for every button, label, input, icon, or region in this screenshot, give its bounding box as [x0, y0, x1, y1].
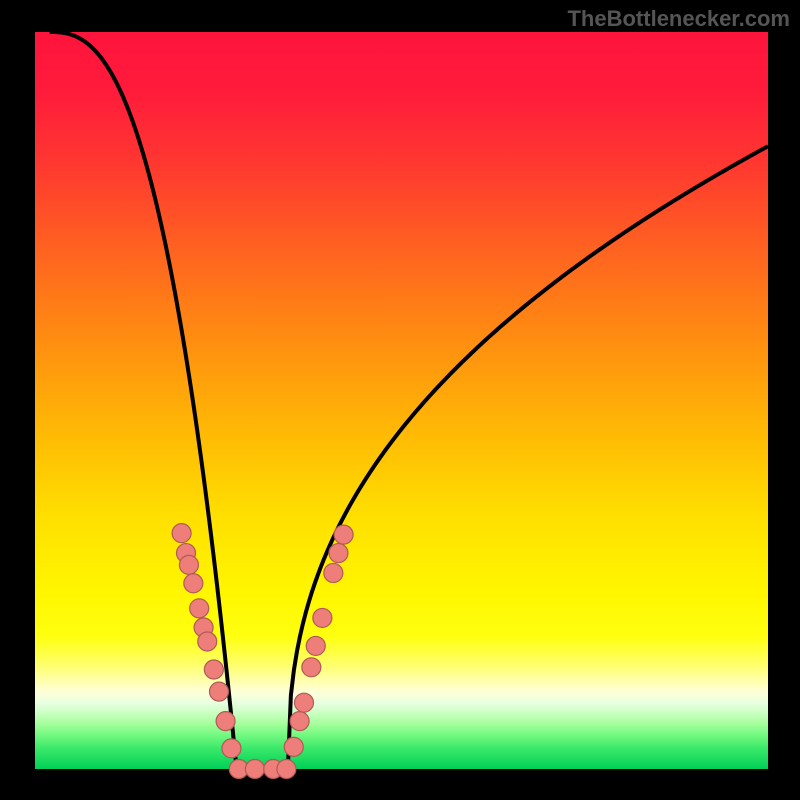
data-point [172, 524, 191, 543]
data-point [313, 608, 332, 627]
data-point [198, 632, 217, 651]
bottleneck-curve [50, 32, 768, 769]
data-point [179, 555, 198, 574]
data-point [302, 658, 321, 677]
curve-plot [0, 0, 800, 800]
data-point [209, 682, 228, 701]
data-point [329, 544, 348, 563]
data-point [306, 636, 325, 655]
data-point [245, 760, 264, 779]
data-point [324, 563, 343, 582]
data-point [204, 660, 223, 679]
watermark-text: TheBottlenecker.com [567, 6, 790, 32]
data-point [277, 760, 296, 779]
data-point [184, 574, 203, 593]
data-point [334, 525, 353, 544]
data-point [190, 599, 209, 618]
data-points [172, 524, 353, 779]
data-point [222, 739, 241, 758]
data-point [290, 712, 309, 731]
data-point [295, 693, 314, 712]
chart-stage: TheBottlenecker.com [0, 0, 800, 800]
data-point [216, 712, 235, 731]
data-point [284, 737, 303, 756]
